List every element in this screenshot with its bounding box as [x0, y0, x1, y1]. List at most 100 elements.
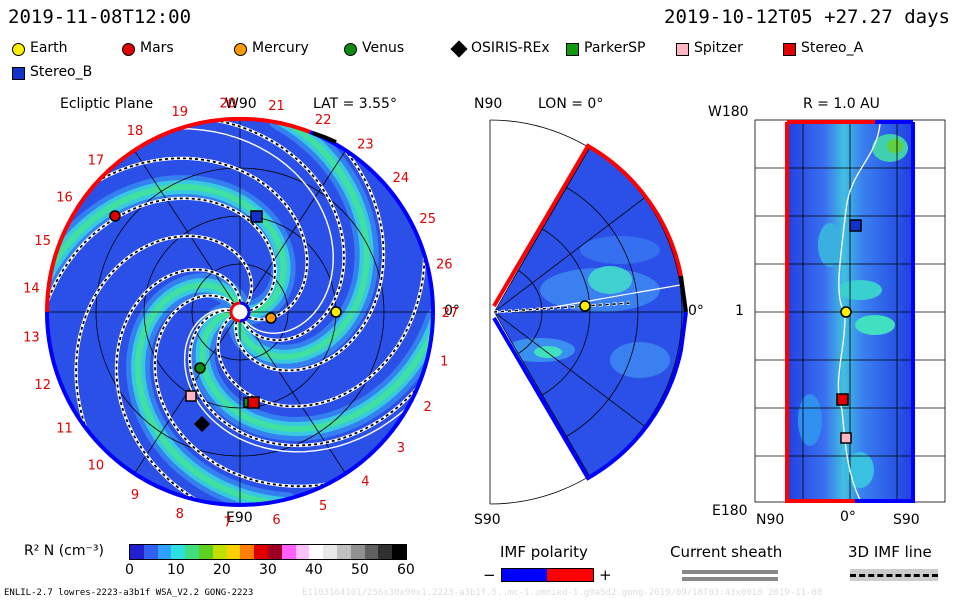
meridional-top-label: N90 [474, 96, 503, 112]
colorbar-segment [171, 545, 186, 559]
colorbar-segment [323, 545, 337, 559]
run-start-timestamp: 2019-10-12T05 +27.27 days [664, 6, 950, 28]
ecliptic-lat-label: LAT = 3.55° [313, 96, 397, 112]
legend-swatch-venus [344, 43, 357, 56]
ecliptic-rim-sheath [312, 131, 337, 144]
imf-line-dash [850, 574, 938, 577]
ecliptic-longitude-number: 20 [220, 96, 237, 111]
ecliptic-longitude-number: 16 [56, 191, 73, 206]
colorbar-tick-label: 0 [125, 562, 134, 578]
stereo-b-marker-radial [849, 219, 862, 232]
ecliptic-longitude-number: 23 [357, 138, 374, 153]
legend-swatch-mercury [234, 43, 247, 56]
radial-x-right: S90 [893, 512, 920, 528]
ecliptic-longitude-number: 27 [442, 306, 459, 321]
current-sheath-title: Current sheath [670, 543, 783, 561]
legend-label-spitzer: Spitzer [694, 40, 743, 56]
legend-label-stereo-a: Stereo_A [801, 40, 864, 56]
legend-label-mars: Mars [140, 40, 174, 56]
density-arm [236, 119, 370, 360]
radial-mid-label: 1 [735, 303, 744, 319]
imf-line-halo [234, 136, 386, 372]
venus-marker [194, 362, 206, 374]
imf-line-halo [74, 234, 254, 444]
mars-marker [109, 210, 121, 222]
colorbar-segment [295, 545, 310, 559]
colorbar-segment [336, 545, 351, 559]
legend-label-earth: Earth [30, 40, 68, 56]
meridional-zero-label: 0° [688, 303, 704, 319]
meridional-rim-negative [492, 311, 688, 481]
current-sheath-line-1 [682, 570, 778, 574]
imf-line-title: 3D IMF line [848, 543, 932, 561]
imf-line-halo [47, 196, 277, 318]
radial-x-mid: 0° [840, 509, 856, 525]
radial-x-left: N90 [756, 512, 785, 528]
ecliptic-longitude-number: 11 [56, 421, 73, 436]
stereo-b-marker [250, 210, 263, 223]
osiris-rex-marker [193, 415, 211, 433]
current-sheet-line [163, 127, 334, 334]
imf-spiral-lines [47, 119, 430, 505]
imf-line-halo [84, 156, 309, 322]
imf-plus-label: + [599, 566, 612, 584]
radial-left-rim [785, 122, 855, 503]
footer-watermark: E1103164101/256x30x90x1.2223-a3b1f.5..mc… [302, 588, 823, 598]
ecliptic-longitude-number: 17 [88, 153, 105, 168]
colorbar-segment [212, 545, 227, 559]
density-arm [199, 310, 433, 433]
ecliptic-longitude-number: 22 [315, 113, 332, 128]
colorbar-segment [254, 545, 268, 559]
ecliptic-longitude-number: 21 [268, 99, 285, 114]
meridional-rim-positive [492, 143, 683, 308]
colorbar-label: R² N (cm⁻³) [24, 543, 104, 559]
imf-polarity-title: IMF polarity [500, 543, 588, 561]
colorbar-segment [198, 545, 213, 559]
colorbar-segment [130, 545, 144, 559]
ecliptic-longitude-number: 18 [127, 124, 144, 139]
radial-right-rim [855, 122, 915, 503]
ecliptic-title: Ecliptic Plane [60, 96, 154, 112]
imf-line-halo [200, 119, 346, 342]
earth-marker [330, 306, 342, 318]
meridional-bottom-label: S90 [474, 512, 501, 528]
colorbar-segment [226, 545, 241, 559]
colorbar [129, 544, 407, 560]
current-sheath-line-2 [682, 577, 778, 581]
colorbar-segment [364, 545, 379, 559]
stereo-a-marker [247, 396, 260, 409]
ecliptic-longitude-number: 24 [393, 171, 410, 186]
colorbar-segment [240, 545, 255, 559]
ecliptic-longitude-number: 4 [361, 474, 369, 489]
density-arm [47, 183, 287, 316]
colorbar-segment [309, 545, 324, 559]
mercury-marker [265, 312, 277, 324]
markers [109, 210, 862, 444]
imf-line-halo [216, 239, 427, 409]
imf-minus-label: − [483, 566, 496, 584]
legend-label-osiris-rex: OSIRIS-REx [471, 40, 550, 56]
radial-top-label: W180 [708, 104, 749, 120]
legend-swatch-spitzer [676, 43, 689, 56]
meridional-rim-sheath [679, 275, 688, 313]
legend-label-venus: Venus [362, 40, 405, 56]
ecliptic-longitude-number: 2 [424, 400, 432, 415]
imf-line-halo [153, 293, 344, 488]
colorbar-segment [281, 545, 296, 559]
spitzer-marker-radial [840, 432, 852, 444]
ecliptic-zero-label: 0° [444, 303, 460, 319]
ecliptic-longitude-number: 13 [23, 330, 40, 345]
imf-negative-swatch [501, 568, 548, 582]
colorbar-segment [392, 545, 406, 559]
ecliptic-longitude-number: 25 [419, 212, 436, 227]
colorbar-segment [350, 545, 365, 559]
colorbar-segment [378, 545, 393, 559]
footer-run-info: ENLIL-2.7 lowres-2223-a3b1f WSA_V2.2 GON… [4, 588, 254, 598]
ecliptic-longitude-number: 15 [34, 234, 51, 249]
legend-swatch-stereo-a [783, 43, 796, 56]
imf-line-halo [114, 267, 242, 505]
colorbar-segment [185, 545, 199, 559]
